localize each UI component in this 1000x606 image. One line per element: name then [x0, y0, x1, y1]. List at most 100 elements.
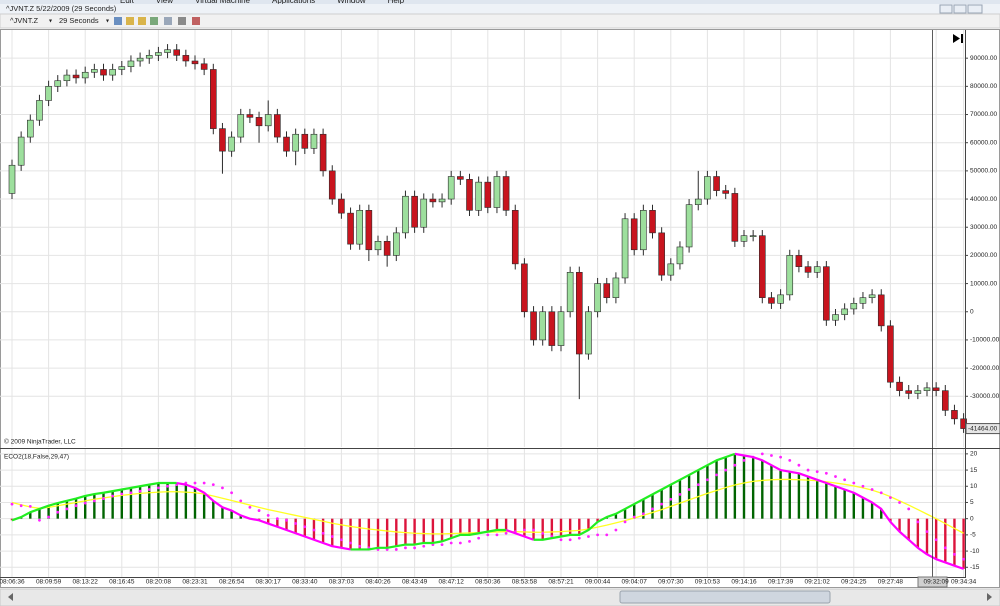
menu-bar [0, 0, 1000, 4]
dot-marker [120, 492, 124, 496]
maximize-button[interactable] [953, 4, 967, 14]
histogram-bar [578, 518, 581, 535]
menu-item[interactable]: Applications [272, 0, 315, 5]
histogram-bar [47, 505, 50, 519]
dot-marker [788, 458, 792, 462]
y-tick-label: 10 [970, 483, 978, 490]
dot-marker [495, 533, 499, 537]
candle-body [255, 117, 263, 127]
dropdown-arrow[interactable]: ▾ [49, 19, 52, 25]
minimize-button[interactable] [939, 4, 953, 14]
candle-body [740, 235, 748, 242]
dot-marker [587, 535, 590, 538]
tool-icon[interactable] [150, 17, 158, 25]
histogram-bar [340, 518, 343, 548]
candle [694, 170, 702, 211]
dot-marker [861, 484, 865, 488]
y-tick-label: -10 [970, 548, 980, 555]
dot-marker [28, 504, 32, 508]
dot-marker [74, 504, 78, 508]
y-tick-label: -30000.00 [970, 393, 1000, 400]
copyright: © 2009 NinjaTrader, LLC [4, 438, 76, 446]
x-tick-label: 08:50:36 [475, 579, 501, 586]
candle-body [447, 176, 455, 200]
x-tick-label: 09:00:44 [585, 579, 611, 586]
oscillator-line-falling [734, 452, 964, 570]
histogram-bar [559, 518, 563, 537]
candle [402, 190, 409, 239]
candle-body [328, 170, 336, 200]
menu-item[interactable]: Window [337, 0, 366, 5]
dot-marker [458, 541, 462, 545]
histogram-bar [138, 486, 142, 519]
dot-marker [422, 544, 426, 548]
histogram-bar [678, 479, 682, 519]
candle [145, 49, 153, 64]
histogram-bar [761, 460, 764, 519]
scrollbar-thumb[interactable] [619, 590, 831, 604]
candle-body [896, 381, 903, 391]
candle [466, 173, 473, 216]
scroll-left[interactable] [8, 593, 13, 601]
dot-marker [724, 468, 728, 472]
menu-item[interactable]: Virtual Machine [195, 0, 251, 5]
histogram-bar [477, 518, 480, 534]
menu-item[interactable]: Help [388, 0, 405, 5]
dot-marker [953, 552, 956, 556]
tool-icon[interactable] [192, 17, 200, 25]
go-to-end-button[interactable] [953, 34, 963, 43]
instrument-selector[interactable]: ^JVNT.Z [10, 16, 39, 25]
tool-icon[interactable] [126, 17, 134, 25]
histogram-bar [267, 518, 270, 524]
play-icon[interactable] [953, 34, 960, 43]
dropdown-arrow[interactable]: ▾ [106, 19, 109, 25]
dot-marker [404, 546, 407, 550]
dot-marker [943, 546, 947, 550]
candle [667, 258, 675, 281]
menu-item[interactable]: Edit [120, 0, 135, 5]
y-tick-label: 30000.00 [970, 224, 997, 231]
scroll-right[interactable] [987, 593, 992, 601]
play-icon-bar[interactable] [961, 34, 963, 43]
candle [484, 176, 492, 214]
histogram-bar [404, 518, 407, 545]
scrollbar[interactable] [0, 588, 1000, 606]
close-button[interactable] [967, 4, 983, 14]
dot-marker [925, 530, 929, 534]
candle-body [585, 311, 592, 355]
candle-body [749, 235, 757, 237]
histogram-bar [733, 453, 737, 519]
dot-marker [623, 520, 627, 524]
candle [392, 227, 400, 262]
candle-body [868, 294, 876, 298]
tool-icon[interactable] [164, 17, 172, 25]
candle-body [283, 136, 290, 152]
histogram-bar [925, 518, 929, 555]
menu-item[interactable]: View [156, 0, 173, 5]
candle-body [210, 69, 217, 129]
candle [941, 385, 949, 417]
candle-body [438, 198, 446, 203]
candle [530, 306, 537, 346]
dot-marker [211, 483, 215, 487]
dot-marker [568, 538, 572, 542]
period-selector[interactable]: 29 Seconds [59, 16, 99, 25]
candle-body [594, 283, 601, 313]
dot-marker [202, 481, 206, 485]
x-tick-label: 08:30:17 [256, 579, 282, 586]
candle [191, 55, 199, 70]
candle [173, 44, 180, 61]
candle [630, 213, 638, 256]
histogram-bar [751, 457, 755, 519]
dot-marker [239, 499, 243, 503]
candle [81, 66, 89, 84]
tool-icon[interactable] [178, 17, 186, 25]
tool-icon[interactable] [114, 17, 122, 25]
candle-body [511, 210, 519, 265]
tool-icon[interactable] [138, 17, 146, 25]
window-controls [939, 4, 983, 14]
candle-body [694, 198, 702, 205]
candle [649, 204, 656, 239]
candle [164, 44, 171, 59]
histogram-bar [102, 492, 105, 519]
